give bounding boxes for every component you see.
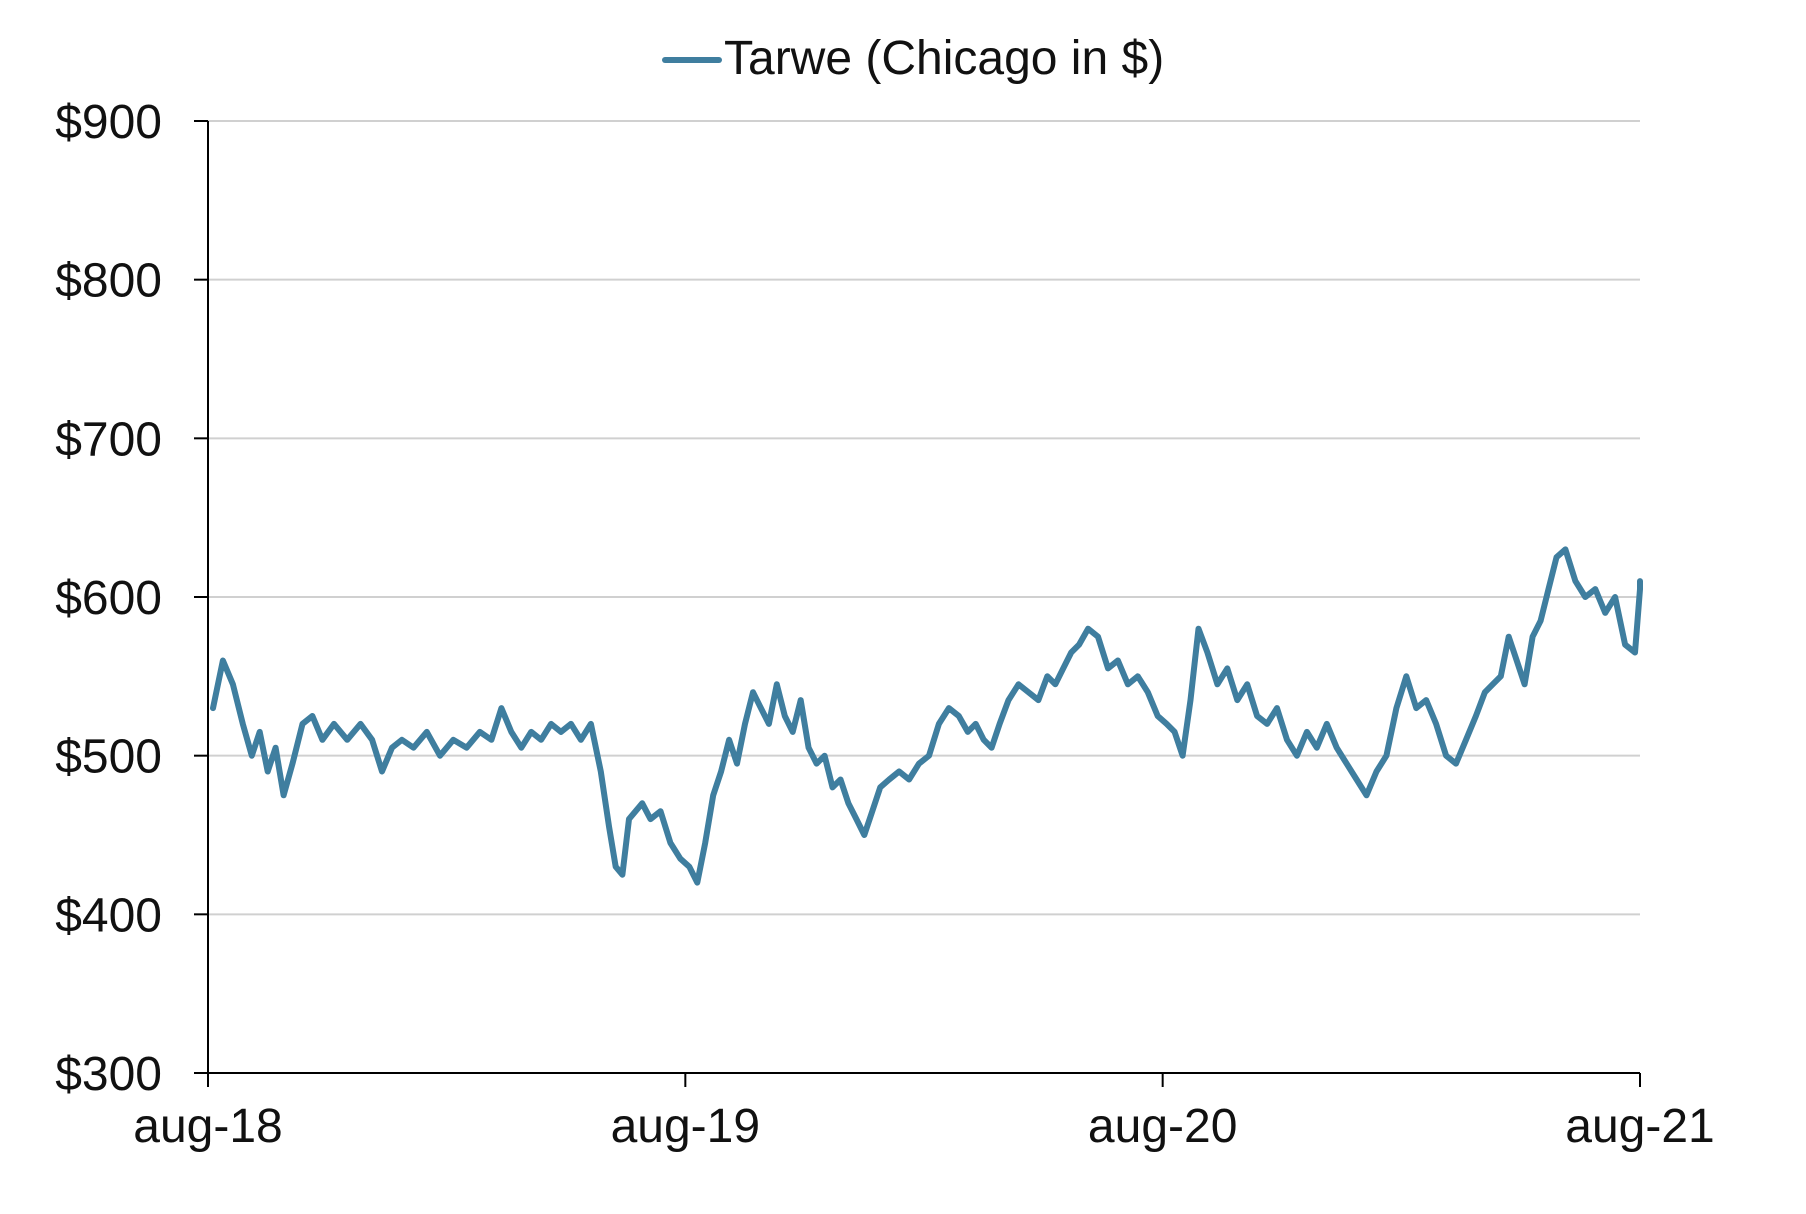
y-tick-label: $900 [55,96,162,149]
y-tick-label: $400 [55,889,162,942]
x-tick-label: aug-20 [1088,1100,1237,1153]
x-tick-label: aug-18 [133,1100,282,1153]
legend-series-label: Tarwe (Chicago in $) [724,32,1164,85]
x-tick-label: aug-19 [611,1100,760,1153]
grid-lines [208,120,1640,916]
y-tick-label: $300 [55,1048,162,1101]
series-layer [213,549,1640,882]
y-tick-label: $700 [55,413,162,466]
x-tick-label: aug-21 [1565,1100,1714,1153]
y-tick-label: $800 [55,255,162,308]
legend: Tarwe (Chicago in $) [662,32,1164,85]
series-line-tarwe [213,549,1640,882]
y-tick-label: $600 [55,572,162,625]
x-axis-ticks: aug-18 aug-19 aug-20 aug-21 [133,1073,1715,1153]
y-axis-ticks: $300 $400 $500 $600 $700 $800 $900 [55,96,208,1101]
y-tick-label: $500 [55,731,162,784]
